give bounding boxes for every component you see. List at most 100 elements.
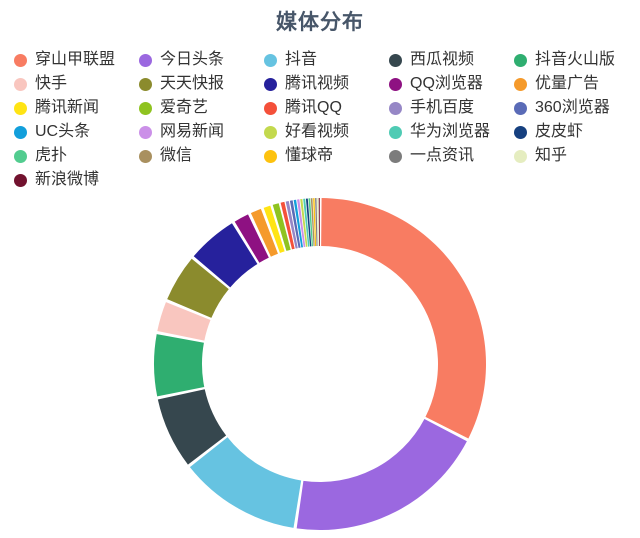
legend-label: 穿山甲联盟 — [35, 51, 116, 68]
pie-slice[interactable] — [321, 198, 487, 439]
legend-item[interactable]: 腾讯新闻 — [14, 96, 139, 120]
legend-swatch-icon — [14, 149, 27, 163]
legend-item[interactable]: 抖音 — [264, 48, 389, 72]
legend-swatch-icon — [514, 77, 527, 91]
legend-label: 一点资讯 — [410, 147, 475, 164]
legend-label: 新浪微博 — [35, 171, 100, 188]
legend-swatch-icon — [139, 125, 152, 139]
pie-slice[interactable] — [193, 223, 258, 288]
legend-item[interactable]: UC头条 — [14, 120, 139, 144]
legend-item[interactable]: 皮皮虾 — [514, 120, 639, 144]
legend-item[interactable]: 懂球帝 — [264, 144, 389, 168]
pie-slice[interactable] — [272, 203, 291, 251]
legend-swatch-icon — [139, 77, 152, 91]
chart-legend: 穿山甲联盟 今日头条 抖音 西瓜视频 抖音火山版快手 天天快报 腾讯视频 QQ浏览器 优量广告腾… — [14, 48, 640, 192]
pie-slice[interactable] — [189, 437, 302, 528]
legend-swatch-icon — [14, 101, 27, 115]
legend-item[interactable]: 优量广告 — [514, 72, 639, 96]
legend-swatch-icon — [264, 53, 277, 67]
legend-label: 天天快报 — [160, 75, 225, 92]
legend-swatch-icon — [514, 149, 527, 163]
legend-label: 快手 — [35, 75, 68, 92]
legend-item[interactable]: 腾讯QQ — [264, 96, 389, 120]
pie-slice[interactable] — [289, 200, 301, 248]
legend-swatch-icon — [514, 53, 527, 67]
pie-slice[interactable] — [285, 200, 298, 249]
pie-slice[interactable] — [296, 418, 467, 530]
legend-item[interactable]: 网易新闻 — [139, 120, 264, 144]
legend-swatch-icon — [389, 77, 402, 91]
legend-item[interactable]: 天天快报 — [139, 72, 264, 96]
chart-title: 媒体分布 — [276, 11, 364, 34]
legend-swatch-icon — [14, 53, 27, 67]
pie-slice[interactable] — [313, 198, 317, 247]
pie-slice[interactable] — [303, 198, 310, 247]
legend-label: 华为浏览器 — [410, 123, 491, 140]
pie-slice[interactable] — [293, 199, 304, 248]
legend-item[interactable]: 穿山甲联盟 — [14, 48, 139, 72]
legend-swatch-icon — [264, 149, 277, 163]
pie-slice[interactable] — [317, 198, 319, 247]
legend-label: 抖音 — [285, 51, 318, 68]
legend-swatch-icon — [514, 101, 527, 115]
pie-slice[interactable] — [310, 198, 315, 247]
legend-label: 好看视频 — [285, 123, 350, 140]
legend-item[interactable]: 知乎 — [514, 144, 639, 168]
legend-label: 手机百度 — [410, 99, 475, 116]
pie-slice[interactable] — [300, 198, 308, 247]
legend-item[interactable]: 快手 — [14, 72, 139, 96]
pie-slice[interactable] — [154, 334, 205, 397]
legend-swatch-icon — [389, 149, 402, 163]
legend-label: 虎扑 — [35, 147, 68, 164]
pie-slice[interactable] — [297, 199, 306, 248]
pie-slice[interactable] — [315, 198, 318, 247]
pie-slice[interactable] — [157, 302, 211, 341]
legend-label: 西瓜视频 — [410, 51, 475, 68]
pie-slice[interactable] — [318, 198, 320, 246]
legend-item[interactable]: 腾讯视频 — [264, 72, 389, 96]
pie-slice[interactable] — [263, 205, 285, 254]
legend-swatch-icon — [389, 53, 402, 67]
legend-item[interactable]: 微信 — [139, 144, 264, 168]
legend-swatch-icon — [14, 173, 27, 187]
legend-label: 皮皮虾 — [535, 123, 584, 140]
legend-swatch-icon — [14, 77, 27, 91]
legend-swatch-icon — [139, 149, 152, 163]
legend-item[interactable]: 虎扑 — [14, 144, 139, 168]
legend-label: 优量广告 — [535, 75, 600, 92]
legend-swatch-icon — [264, 125, 277, 139]
legend-label: UC头条 — [35, 123, 91, 140]
legend-item[interactable]: QQ浏览器 — [389, 72, 514, 96]
legend-item[interactable]: 抖音火山版 — [514, 48, 639, 72]
legend-item[interactable]: 华为浏览器 — [389, 120, 514, 144]
pie-slice[interactable] — [234, 214, 269, 263]
legend-label: 腾讯新闻 — [35, 99, 100, 116]
legend-item[interactable]: 好看视频 — [264, 120, 389, 144]
pie-slice[interactable] — [305, 198, 312, 247]
legend-item[interactable]: 今日头条 — [139, 48, 264, 72]
legend-swatch-icon — [389, 101, 402, 115]
legend-label: 腾讯视频 — [285, 75, 350, 92]
legend-swatch-icon — [139, 101, 152, 115]
legend-item[interactable]: 新浪微博 — [14, 168, 139, 192]
pie-slice[interactable] — [280, 201, 295, 250]
legend-swatch-icon — [264, 77, 277, 91]
legend-swatch-icon — [389, 125, 402, 139]
legend-label: 微信 — [160, 147, 193, 164]
legend-label: 360浏览器 — [535, 99, 610, 116]
legend-swatch-icon — [139, 53, 152, 67]
pie-slice[interactable] — [157, 389, 227, 465]
pie-slice[interactable] — [308, 198, 314, 247]
legend-item[interactable]: 一点资讯 — [389, 144, 514, 168]
legend-item[interactable]: 360浏览器 — [514, 96, 639, 120]
pie-slice[interactable] — [167, 258, 229, 318]
legend-label: 知乎 — [535, 147, 568, 164]
legend-label: QQ浏览器 — [410, 75, 483, 92]
legend-item[interactable]: 手机百度 — [389, 96, 514, 120]
legend-item[interactable]: 爱奇艺 — [139, 96, 264, 120]
legend-label: 懂球帝 — [285, 147, 334, 164]
pie-slice[interactable] — [250, 208, 278, 257]
legend-swatch-icon — [264, 101, 277, 115]
legend-item[interactable]: 西瓜视频 — [389, 48, 514, 72]
